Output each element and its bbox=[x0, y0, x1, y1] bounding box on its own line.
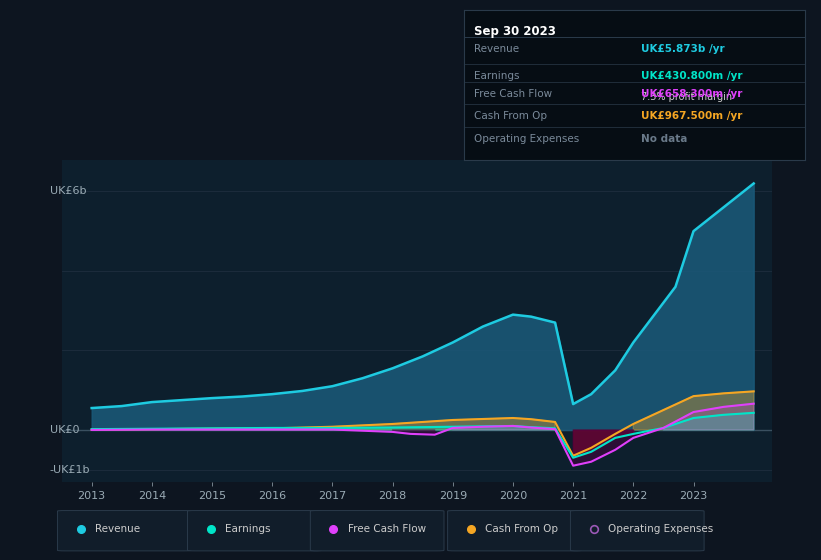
Text: UK£0: UK£0 bbox=[49, 425, 79, 435]
Text: Operating Expenses: Operating Expenses bbox=[474, 134, 580, 143]
FancyBboxPatch shape bbox=[447, 511, 581, 551]
Text: UK£6b: UK£6b bbox=[49, 186, 86, 197]
FancyBboxPatch shape bbox=[571, 511, 704, 551]
Text: Operating Expenses: Operating Expenses bbox=[608, 524, 713, 534]
Text: Revenue: Revenue bbox=[95, 524, 140, 534]
Text: Free Cash Flow: Free Cash Flow bbox=[474, 88, 553, 99]
Text: Cash From Op: Cash From Op bbox=[474, 111, 547, 121]
FancyBboxPatch shape bbox=[187, 511, 321, 551]
Text: UK£5.873b /yr: UK£5.873b /yr bbox=[641, 44, 725, 54]
Text: UK£430.800m /yr: UK£430.800m /yr bbox=[641, 71, 742, 81]
Text: Earnings: Earnings bbox=[225, 524, 271, 534]
Text: UK£967.500m /yr: UK£967.500m /yr bbox=[641, 111, 742, 121]
Text: Earnings: Earnings bbox=[474, 71, 520, 81]
Text: UK£658.300m /yr: UK£658.300m /yr bbox=[641, 88, 742, 99]
Text: Sep 30 2023: Sep 30 2023 bbox=[474, 25, 556, 38]
Text: Free Cash Flow: Free Cash Flow bbox=[348, 524, 426, 534]
FancyBboxPatch shape bbox=[57, 511, 191, 551]
Text: 7.3% profit margin: 7.3% profit margin bbox=[641, 92, 732, 101]
Text: Cash From Op: Cash From Op bbox=[485, 524, 558, 534]
Text: No data: No data bbox=[641, 134, 687, 143]
FancyBboxPatch shape bbox=[310, 511, 444, 551]
Text: -UK£1b: -UK£1b bbox=[49, 465, 90, 475]
Text: Revenue: Revenue bbox=[474, 44, 519, 54]
